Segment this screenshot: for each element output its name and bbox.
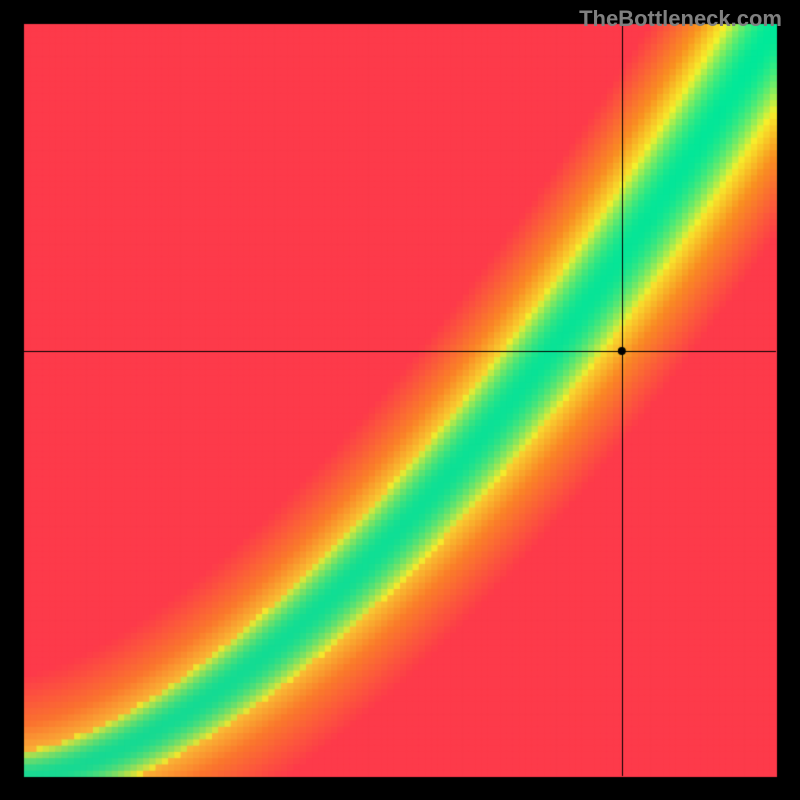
watermark-text: TheBottleneck.com bbox=[579, 6, 782, 32]
chart-container: TheBottleneck.com bbox=[0, 0, 800, 800]
bottleneck-heatmap bbox=[0, 0, 800, 800]
